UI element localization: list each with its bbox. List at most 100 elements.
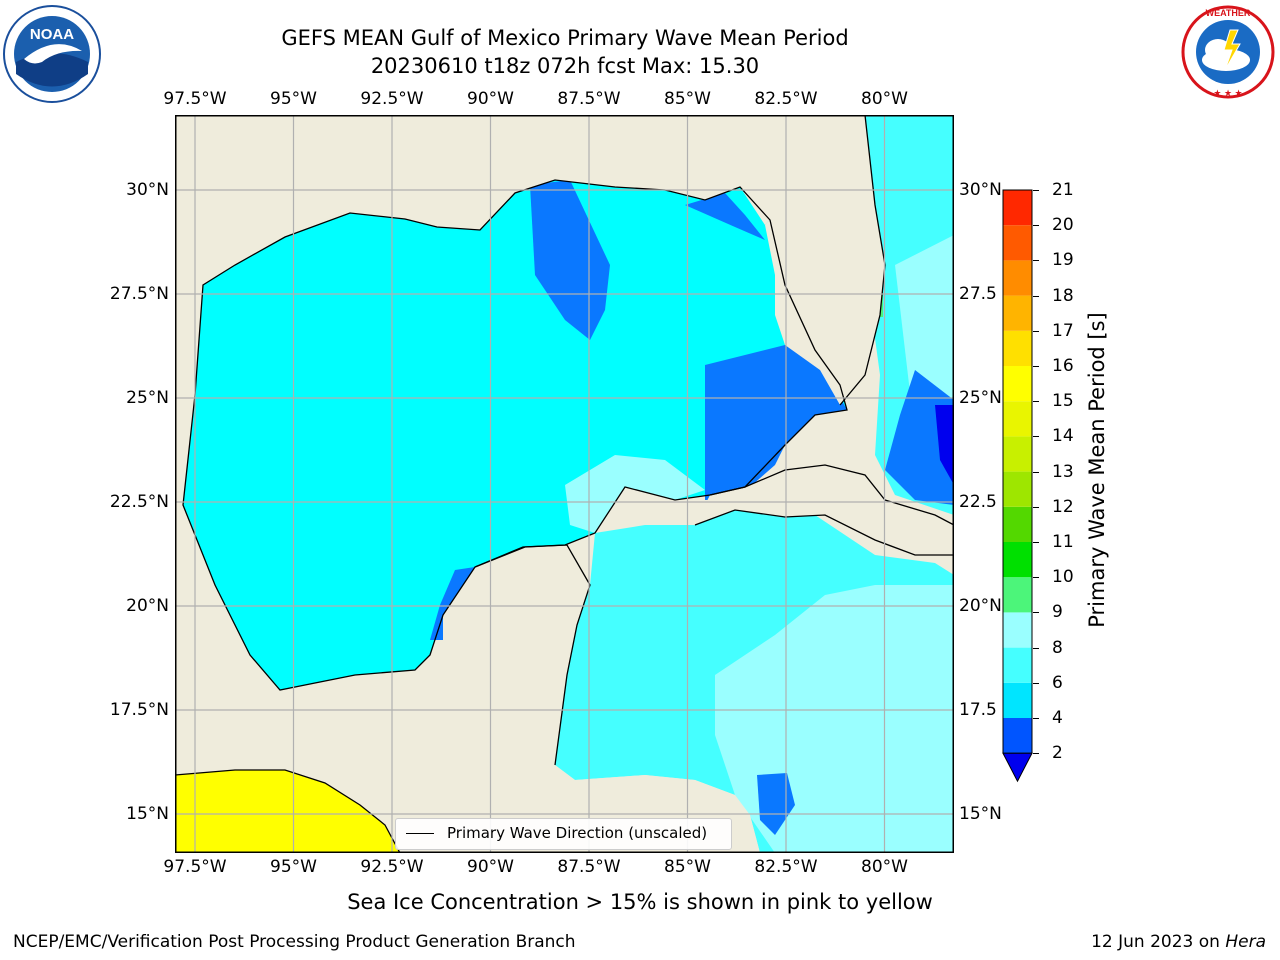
lon-tick-label-bottom: 87.5°W xyxy=(557,857,621,877)
lon-tick-label-bottom: 95°W xyxy=(270,857,317,877)
coastline-segment xyxy=(474,544,591,766)
colorbar-tick-mark xyxy=(1033,647,1039,649)
short-period-region xyxy=(530,180,610,340)
colorbar-tick-mark xyxy=(1033,718,1039,719)
lon-tick-label-bottom: 85°W xyxy=(664,857,711,877)
colorbar-tick-label: 6 xyxy=(1052,672,1063,693)
map-legend: Primary Wave Direction (unscaled) xyxy=(395,818,732,850)
colorbar-segment xyxy=(1003,471,1032,507)
colorbar-tick-label: 14 xyxy=(1052,426,1074,447)
svg-text:★ ★ ★: ★ ★ ★ xyxy=(1213,88,1242,98)
lon-tick-label-top: 82.5°W xyxy=(754,89,818,109)
colorbar-segment xyxy=(1003,506,1032,542)
lon-tick-label-bottom: 82.5°W xyxy=(754,857,818,877)
lat-tick-label-left: 27.5°N xyxy=(109,284,169,304)
lat-tick-label-left: 22.5°N xyxy=(109,492,169,512)
gulf-water xyxy=(183,180,847,690)
noaa-logo-text: NOAA xyxy=(30,26,74,43)
colorbar-segment xyxy=(1003,436,1032,472)
lat-tick-label-left: 20°N xyxy=(126,596,169,616)
short-period-region xyxy=(885,370,954,505)
colorbar-segment xyxy=(1003,718,1032,754)
colorbar-segment xyxy=(1003,260,1032,296)
lon-tick-label-top: 97.5°W xyxy=(163,89,227,109)
colorbar-tick-mark xyxy=(1033,366,1039,367)
footer-date: 12 Jun 2023 on Hera xyxy=(1091,932,1266,952)
chart-subtitle: 20230610 t18z 072h fcst Max: 15.30 xyxy=(370,54,760,78)
colorbar-tick-mark xyxy=(1033,260,1039,262)
colorbar-tick-mark xyxy=(1033,190,1039,191)
footer-credit: NCEP/EMC/Verification Post Processing Pr… xyxy=(13,932,576,952)
lat-tick-label-right: 25°N xyxy=(959,388,1002,408)
colorbar-tick-label: 19 xyxy=(1052,250,1074,271)
colorbar-under-triangle xyxy=(1002,752,1033,783)
colorbar-label: Primary Wave Mean Period [s] xyxy=(1085,312,1109,628)
noaa-logo: NOAA xyxy=(3,5,101,103)
lat-tick-label-right: 17.5 xyxy=(959,700,997,720)
lat-tick-label-left: 15°N xyxy=(126,804,169,824)
colorbar-segment xyxy=(1003,577,1032,613)
colorbar-tick-mark xyxy=(1033,225,1039,227)
sea-ice-caption: Sea Ice Concentration > 15% is shown in … xyxy=(347,890,933,914)
colorbar-tick-label: 9 xyxy=(1052,602,1063,623)
lat-tick-label-left: 25°N xyxy=(126,388,169,408)
lon-tick-label-top: 90°W xyxy=(467,89,514,109)
colorbar-tick-label: 13 xyxy=(1052,461,1074,482)
colorbar-tick-mark xyxy=(1033,506,1039,508)
lat-tick-label-right: 15°N xyxy=(959,804,1002,824)
colorbar-tick-label: 20 xyxy=(1052,215,1074,236)
colorbar-segment xyxy=(1003,225,1032,261)
colorbar-tick-mark xyxy=(1033,330,1039,332)
chart-title: GEFS MEAN Gulf of Mexico Primary Wave Me… xyxy=(281,26,849,50)
wave-period-field xyxy=(175,115,954,853)
lon-tick-label-top: 80°W xyxy=(861,89,908,109)
lat-tick-label-left: 30°N xyxy=(126,180,169,200)
map-border xyxy=(175,115,954,853)
colorbar-segment xyxy=(1003,612,1032,648)
lon-tick-label-top: 85°W xyxy=(664,89,711,109)
colorbar-segment xyxy=(1003,401,1032,437)
short-period-region xyxy=(935,405,954,485)
lat-tick-label-right: 30°N xyxy=(959,180,1002,200)
nws-logo: WEATHER ★ ★ ★ xyxy=(1181,5,1275,99)
colorbar-tick-label: 2 xyxy=(1052,743,1063,764)
light-period-region xyxy=(565,455,705,533)
lon-tick-label-top: 95°W xyxy=(270,89,317,109)
legend-line-sample xyxy=(406,833,434,834)
colorbar-tick-mark xyxy=(1033,471,1039,473)
colorbar-tick-label: 17 xyxy=(1052,320,1074,341)
colorbar-tick-label: 8 xyxy=(1052,637,1063,658)
map-panel xyxy=(175,115,954,853)
colorbar-segment xyxy=(1003,366,1032,402)
lon-tick-label-bottom: 90°W xyxy=(467,857,514,877)
lat-tick-label-right: 27.5 xyxy=(959,284,997,304)
colorbar-tick-mark xyxy=(1033,295,1039,297)
colorbar-tick-label: 21 xyxy=(1052,180,1074,200)
colorbar-tick-mark xyxy=(1033,436,1039,438)
lon-tick-label-top: 92.5°W xyxy=(360,89,424,109)
colorbar-segment xyxy=(1003,682,1032,718)
colorbar-segment xyxy=(1003,647,1032,683)
lon-tick-label-top: 87.5°W xyxy=(557,89,621,109)
colorbar-tick-label: 18 xyxy=(1052,285,1074,306)
colorbar-tick-label: 12 xyxy=(1052,496,1074,517)
lon-tick-label-bottom: 92.5°W xyxy=(360,857,424,877)
short-period-region xyxy=(705,345,847,500)
coastline-segment xyxy=(182,179,848,691)
colorbar-segment xyxy=(1003,190,1032,226)
colorbar-tick-mark xyxy=(1033,753,1039,755)
colorbar-segment xyxy=(1003,542,1032,578)
coastline-segment xyxy=(175,769,401,853)
colorbar-tick-mark xyxy=(1033,682,1039,684)
footer-host: Hera xyxy=(1225,932,1266,952)
colorbar-tick-label: 11 xyxy=(1052,532,1074,552)
graticule xyxy=(175,115,954,853)
lon-tick-label-bottom: 97.5°W xyxy=(163,857,227,877)
svg-text:WEATHER: WEATHER xyxy=(1206,8,1251,18)
colorbar-tick-mark xyxy=(1033,401,1039,403)
colorbar-segment xyxy=(1003,295,1032,331)
cuba-land xyxy=(695,465,954,555)
lat-tick-label-right: 22.5 xyxy=(959,492,997,512)
lat-tick-label-left: 17.5°N xyxy=(109,700,169,720)
colorbar-tick-label: 10 xyxy=(1052,567,1074,588)
